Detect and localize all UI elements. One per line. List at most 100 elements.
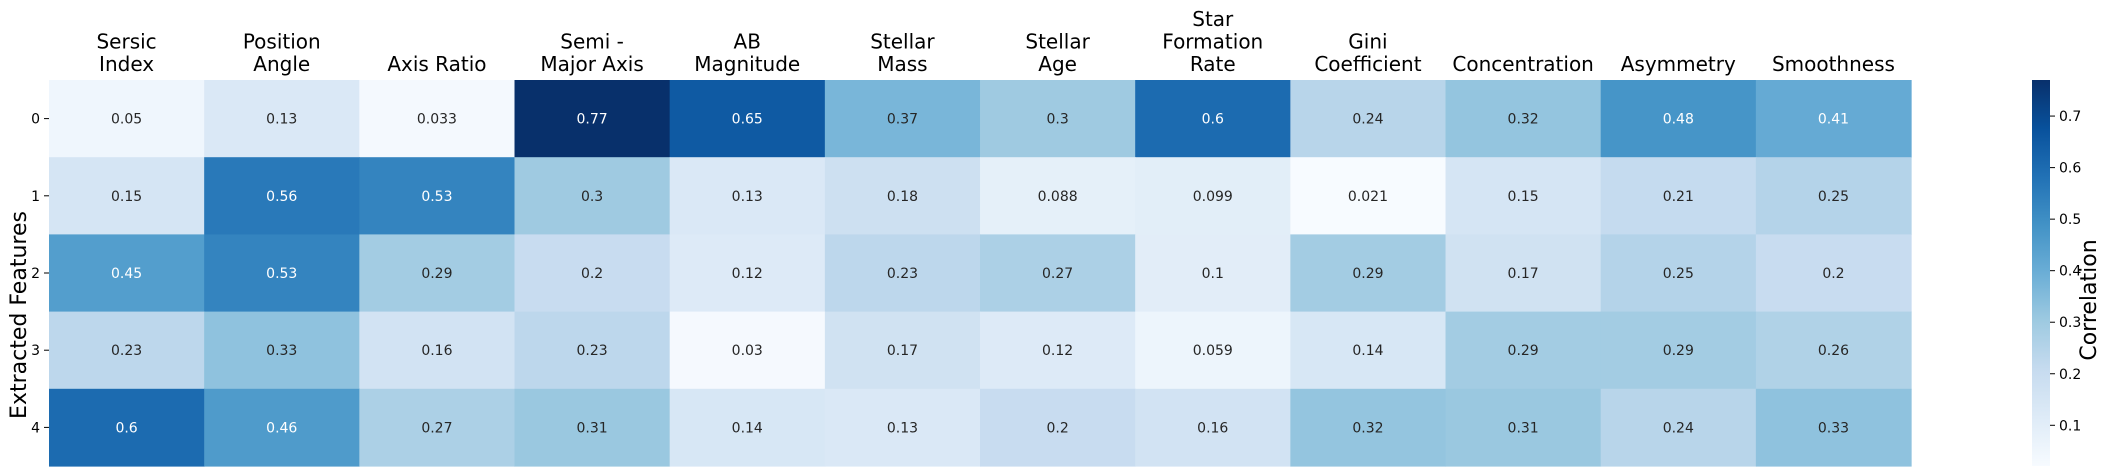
heatmap-cell (1290, 234, 1447, 313)
cell-value-label: 0.15 (111, 189, 142, 205)
heatmap-cell (1445, 157, 1602, 235)
heatmap-cell (669, 234, 826, 313)
cell-value-label: 0.56 (266, 189, 297, 205)
cell-value-label: 0.77 (577, 112, 608, 128)
cell-value-label: 0.33 (1818, 420, 1849, 436)
column-header-label: Formation (1162, 30, 1263, 54)
column-header-label: Concentration (1452, 52, 1593, 76)
column-header-label: Axis Ratio (387, 52, 486, 76)
heatmap-cell (824, 234, 981, 313)
colorbar-tick-label: 0.2 (2059, 367, 2081, 383)
column-header-label: AB (734, 30, 761, 54)
heatmap-cell (1600, 311, 1757, 390)
cell-value-label: 0.65 (732, 112, 763, 128)
column-header-label: Mass (877, 52, 927, 76)
heatmap-cell (1135, 388, 1291, 467)
heatmap-cell (514, 234, 671, 313)
cell-value-label: 0.41 (1818, 112, 1849, 128)
cell-value-label: 0.6 (115, 420, 137, 436)
heatmap-cell (1445, 80, 1602, 158)
heatmap-cell (1600, 157, 1757, 235)
cell-value-label: 0.26 (1818, 343, 1849, 359)
heatmap-cell (980, 311, 1136, 390)
heatmap-cell (980, 388, 1136, 467)
heatmap-cell (359, 157, 516, 235)
column-header-label: Angle (253, 52, 310, 76)
cell-value-label: 0.18 (887, 189, 918, 205)
cell-value-label: 0.32 (1352, 420, 1383, 436)
colorbar-tick-label: 0.3 (2059, 315, 2081, 331)
column-header-label: Sersic (96, 30, 156, 54)
heatmap-cell (49, 157, 205, 235)
cell-value-label: 0.29 (1352, 266, 1383, 282)
row-tick-label: 3 (31, 343, 40, 359)
cell-value-label: 0.29 (1663, 343, 1694, 359)
cell-value-label: 0.3 (1046, 112, 1068, 128)
cell-value-label: 0.2 (581, 266, 603, 282)
cell-labels: 0.05 0.13 0.033 0.77 0.65 0.37 0.3 0.6 0.24 0.32 0… (111, 112, 1849, 437)
cell-value-label: 0.31 (1508, 420, 1539, 436)
cell-value-label: 0.13 (266, 112, 297, 128)
cell-value-label: 0.05 (111, 112, 142, 128)
cell-value-label: 0.03 (732, 343, 763, 359)
heatmap-cell (1290, 388, 1447, 467)
column-header-label: Asymmetry (1621, 52, 1736, 76)
heatmap-cell (1135, 80, 1291, 158)
column-header-label: Magnitude (694, 52, 800, 76)
heatmap-cell (49, 388, 205, 467)
cell-value-label: 0.14 (1352, 343, 1383, 359)
cell-value-label: 0.25 (1663, 266, 1694, 282)
cell-value-label: 0.13 (732, 189, 763, 205)
colorbar-tick-label: 0.5 (2059, 212, 2081, 228)
cell-value-label: 0.23 (111, 343, 142, 359)
colorbar (2032, 80, 2050, 466)
cell-value-label: 0.033 (417, 112, 457, 128)
column-header-label: Age (1038, 52, 1077, 76)
cell-value-label: 0.059 (1193, 343, 1233, 359)
cell-value-label: 0.099 (1193, 189, 1233, 205)
heatmap-cell (669, 311, 826, 390)
cell-value-label: 0.021 (1348, 189, 1388, 205)
heatmap-cell (1290, 80, 1447, 158)
row-tick-label: 2 (31, 266, 40, 282)
heatmap-cell (49, 80, 205, 158)
cell-value-label: 0.2 (1046, 420, 1068, 436)
column-header-label: Coefficient (1314, 52, 1421, 76)
heatmap-cell (980, 234, 1136, 313)
heatmap-cell (359, 388, 516, 467)
heatmap-cell (1445, 234, 1602, 313)
heatmap-cell (980, 157, 1136, 235)
cell-value-label: 0.2 (1822, 266, 1844, 282)
heatmap-cell (49, 234, 205, 313)
heatmap-cell (1135, 234, 1291, 313)
column-header-label: Semi - (560, 30, 624, 54)
colorbar-tick-label: 0.4 (2059, 264, 2081, 280)
heatmap-cell (204, 157, 360, 235)
cell-value-label: 0.6 (1202, 112, 1224, 128)
column-header-label: Stellar (1025, 30, 1090, 54)
heatmap-cell (669, 80, 826, 158)
cell-value-label: 0.088 (1038, 189, 1078, 205)
cell-value-label: 0.27 (1042, 266, 1073, 282)
heatmap-cell (1600, 388, 1757, 467)
heatmap-cell (359, 311, 516, 390)
heatmap-cell (824, 388, 981, 467)
heatmap-cell (204, 311, 360, 390)
column-header-label: Stellar (870, 30, 935, 54)
cell-value-label: 0.24 (1663, 420, 1694, 436)
cell-value-label: 0.23 (887, 266, 918, 282)
heatmap-cell (49, 311, 205, 390)
cell-value-label: 0.53 (266, 266, 297, 282)
heatmap-cell (514, 80, 671, 158)
column-header-label: Index (99, 52, 154, 76)
heatmap-cell (1755, 157, 1912, 235)
column-header-label: Star (1192, 7, 1234, 31)
heatmap-cell (824, 80, 981, 158)
heatmap-cell (1600, 234, 1757, 313)
colorbar-ticks: 0.1 0.2 0.3 0.4 0.5 0.6 0.7 (2050, 109, 2081, 434)
heatmap-cell (1135, 157, 1291, 235)
cell-value-label: 0.45 (111, 266, 142, 282)
colorbar-tick-label: 0.6 (2059, 161, 2081, 177)
row-tick-label: 1 (31, 189, 40, 205)
